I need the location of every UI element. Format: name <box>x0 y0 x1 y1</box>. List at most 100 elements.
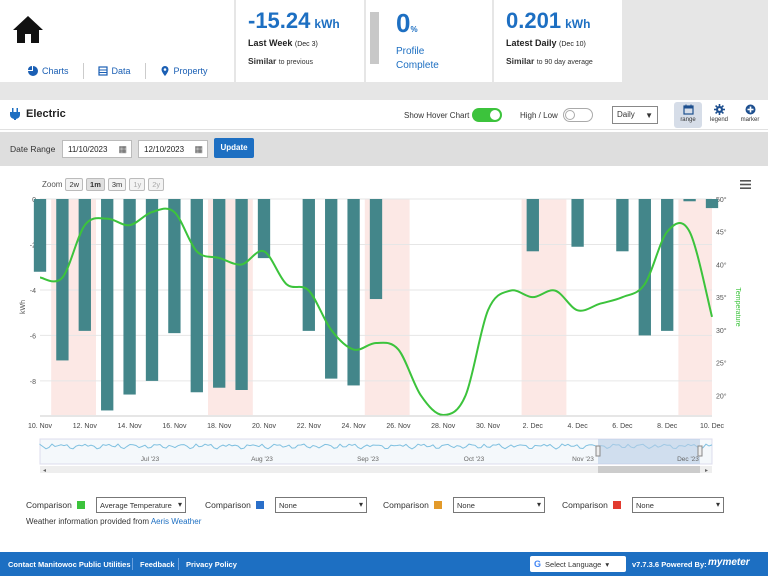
chevron-down-icon: ▾ <box>177 500 182 509</box>
y2-tick-label: 25° <box>716 360 727 368</box>
hover-chart-toggle[interactable] <box>472 108 502 122</box>
y-tick-label: -6 <box>30 333 36 340</box>
aeris-weather-link[interactable]: Aeris Weather <box>150 517 202 526</box>
profile-tile[interactable]: 0% Profile Complete <box>366 0 492 82</box>
end-date-input[interactable]: 12/10/2023 ▦ <box>138 140 208 158</box>
nav-data[interactable]: Data <box>84 63 146 79</box>
comparison-3-select[interactable]: None ▾ <box>453 497 545 513</box>
range-button[interactable]: range <box>674 102 702 128</box>
comparison-3-label: Comparison <box>383 500 429 510</box>
comparison-2-select[interactable]: None ▾ <box>275 497 367 513</box>
comparison-2: Comparison None ▾ <box>205 497 367 513</box>
y2-axis-title: Temperature <box>734 287 741 326</box>
latest-daily-similar: Similar to 90 day average <box>506 56 593 66</box>
zoom-label: Zoom <box>42 180 63 189</box>
nav-data-label: Data <box>111 66 131 76</box>
x-tick-label: 4. Dec <box>567 423 588 430</box>
top-summary-bar: Charts Data Property -15.24 kWh Last Week… <box>0 0 768 85</box>
comparison-4-swatch <box>612 501 621 509</box>
marker-button[interactable]: marker <box>736 102 764 128</box>
profile-value: 0% <box>396 8 418 38</box>
nav-charts[interactable]: Charts <box>14 63 84 79</box>
comparison-1: Comparison Average Temperature ▾ <box>26 497 186 513</box>
panel-title: Electric <box>10 108 66 120</box>
navigator-label: Dec '23 <box>677 456 699 463</box>
comparison-1-swatch <box>76 501 85 509</box>
pie-chart-icon <box>28 66 38 76</box>
home-icon[interactable] <box>12 14 44 44</box>
y2-tick-label: 35° <box>716 294 727 302</box>
y-axis-title: kWh <box>20 300 27 314</box>
date-range-bar: Date Range 11/10/2023 ▦ 12/10/2023 ▦ Updat… <box>0 132 768 166</box>
comparison-2-swatch <box>255 501 264 509</box>
navigator-label: Oct '23 <box>464 456 485 463</box>
footer-privacy-link[interactable]: Privacy Policy <box>186 560 237 569</box>
zoom-3m-button[interactable]: 3m <box>107 178 127 191</box>
x-tick-label: 28. Nov <box>431 423 456 430</box>
nav-charts-label: Charts <box>42 66 69 76</box>
weather-note: Weather information provided from Aeris … <box>26 517 202 526</box>
x-tick-label: 24. Nov <box>342 423 367 430</box>
usage-bar <box>56 199 69 361</box>
scroll-left-arrow: ◂ <box>43 468 46 474</box>
comparison-area: Comparison Average Temperature ▾ Comparis… <box>0 497 768 552</box>
update-button[interactable]: Update <box>214 138 254 158</box>
navigator-scrollbar-track <box>40 466 712 473</box>
profile-label: Profile Complete <box>396 46 439 71</box>
last-week-value: -15.24 kWh <box>248 8 340 33</box>
start-date-input[interactable]: 11/10/2023 ▦ <box>62 140 132 158</box>
usage-bar <box>526 199 539 252</box>
y-tick-label: -2 <box>30 242 36 249</box>
high-low-toggle[interactable] <box>563 108 593 122</box>
plus-circle-icon <box>745 104 755 115</box>
usage-bar <box>369 199 383 300</box>
x-tick-label: 14. Nov <box>118 423 143 430</box>
interval-select[interactable]: Daily ▼ <box>612 106 658 124</box>
zoom-1y-button: 1y <box>129 178 146 191</box>
navigator-handle-right <box>697 445 703 457</box>
nav-property[interactable]: Property <box>146 63 222 79</box>
usage-bar <box>325 199 338 379</box>
usage-bar <box>705 199 719 209</box>
usage-bar <box>235 199 248 390</box>
scroll-right-arrow: ▸ <box>705 468 708 474</box>
google-g-icon: G <box>534 559 542 569</box>
x-tick-label: 22. Nov <box>297 423 322 430</box>
hamburger-menu-icon[interactable] <box>740 180 751 189</box>
navigator-handle-left <box>595 445 601 457</box>
temperature-line <box>39 207 713 417</box>
y2-tick-label: 30° <box>716 327 727 335</box>
last-week-similar: Similar to previous <box>248 56 313 66</box>
comparison-3-swatch <box>433 501 442 509</box>
gear-icon <box>713 104 725 115</box>
comparison-4: Comparison None ▾ <box>562 497 724 513</box>
usage-bar <box>168 199 181 334</box>
x-tick-label: 2. Dec <box>523 423 544 430</box>
latest-daily-value: 0.201 kWh <box>506 8 591 33</box>
footer-divider <box>132 558 133 570</box>
usage-bar <box>101 199 114 411</box>
comparison-4-select[interactable]: None ▾ <box>632 497 724 513</box>
footer: Contact Manitowoc Public Utilities Feedb… <box>0 552 768 576</box>
zoom-1m-button[interactable]: 1m <box>86 178 105 191</box>
zoom-2y-button: 2y <box>148 178 165 191</box>
home-tile: Charts Data Property <box>0 0 234 82</box>
comparison-1-select[interactable]: Average Temperature ▾ <box>96 497 186 513</box>
x-tick-label: 20. Nov <box>252 423 277 430</box>
mymeter-logo: mymeter <box>708 557 750 568</box>
data-table-icon <box>97 66 108 76</box>
x-tick-label: 30. Nov <box>476 423 501 430</box>
footer-contact-link[interactable]: Contact Manitowoc Public Utilities <box>8 560 131 569</box>
marker-button-label: marker <box>740 117 760 123</box>
panel-header: Electric Show Hover Chart High / Low Dai… <box>0 100 768 130</box>
comparison-4-label: Comparison <box>562 500 608 510</box>
toggle-knob <box>565 110 575 120</box>
latest-daily-tile: 0.201 kWh Latest Daily (Dec 10) Similar t… <box>494 0 622 82</box>
language-select[interactable]: G Select Language ▾ <box>530 556 626 572</box>
chart-svg[interactable]: 0-2-4-6-8kWh50°45°40°35°30°25°20°Tempera… <box>0 192 768 512</box>
footer-feedback-link[interactable]: Feedback <box>140 560 175 569</box>
legend-button[interactable]: legend <box>705 102 733 128</box>
nav-property-label: Property <box>173 66 208 76</box>
zoom-2w-button[interactable]: 2w <box>65 178 84 191</box>
date-range-label: Date Range <box>10 144 56 154</box>
